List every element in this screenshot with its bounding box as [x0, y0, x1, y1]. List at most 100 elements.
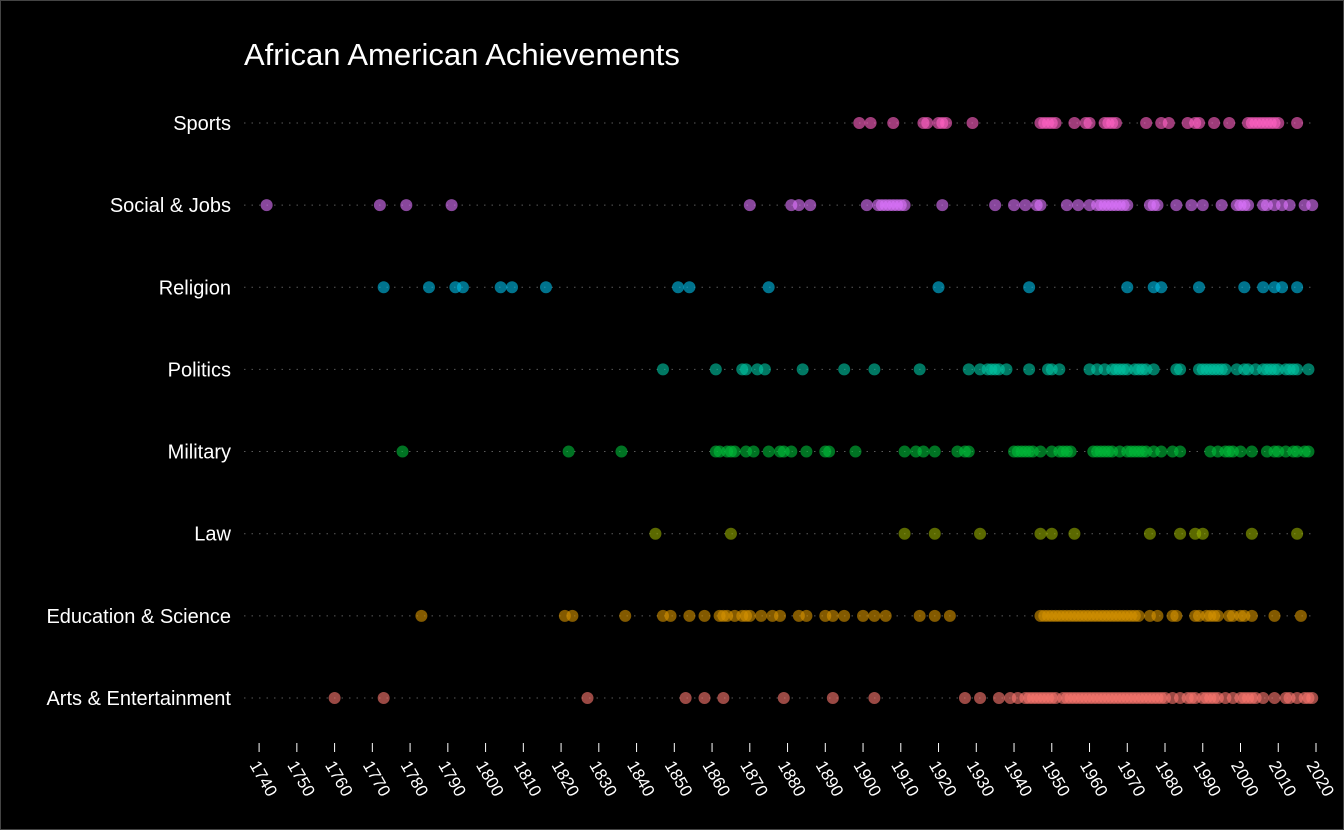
point-education-science-1892 — [826, 609, 839, 622]
point-law-1919 — [928, 527, 941, 540]
x-tick-label-1970: 1970 — [1114, 758, 1149, 800]
point-sports-1902 — [864, 117, 877, 129]
point-sports-1981 — [1162, 117, 1175, 129]
point-sports-1960 — [1083, 117, 1096, 129]
point-social-jobs-1947 — [1034, 199, 1047, 212]
point-religion-1807 — [506, 281, 518, 294]
x-tick-label-2020: 2020 — [1303, 758, 1338, 800]
x-tick-label-2010: 2010 — [1265, 758, 1300, 800]
chart-title: African American Achievements — [244, 37, 680, 72]
series-arts-entertainment — [328, 691, 1319, 704]
x-tick-label-1750: 1750 — [283, 758, 318, 800]
point-social-jobs-2019 — [1306, 199, 1319, 212]
point-law-1976 — [1143, 527, 1156, 540]
x-tick-label-1760: 1760 — [321, 758, 356, 800]
point-sports-2015 — [1291, 117, 1304, 129]
point-politics-1928 — [962, 363, 975, 376]
point-education-science-1983 — [1170, 609, 1183, 622]
point-education-science-1919 — [928, 609, 941, 622]
point-military-1947 — [1034, 445, 1047, 458]
point-law-1990 — [1196, 527, 1209, 540]
point-social-jobs-1911 — [898, 199, 911, 212]
data-points — [260, 117, 1319, 704]
point-law-1931 — [974, 527, 987, 540]
x-tick-label-1800: 1800 — [472, 758, 507, 800]
point-religion-1773 — [377, 281, 390, 294]
point-military-1885 — [800, 445, 813, 458]
point-law-2003 — [1245, 527, 1258, 540]
point-social-jobs-1943 — [1019, 199, 1032, 212]
point-social-jobs-2002 — [1242, 199, 1255, 212]
point-sports-1899 — [853, 117, 866, 129]
point-education-science-1870 — [743, 609, 756, 622]
point-law-1865 — [724, 527, 737, 540]
point-arts-entertainment-1827 — [581, 691, 594, 704]
point-social-jobs-1791 — [445, 199, 458, 212]
point-politics-1915 — [913, 363, 926, 376]
point-sports-1993 — [1208, 117, 1221, 129]
category-label-law: Law — [194, 524, 231, 546]
point-politics-1861 — [709, 363, 722, 376]
x-tick-label-1960: 1960 — [1076, 758, 1111, 800]
series-religion — [377, 281, 1304, 294]
point-religion-1816 — [539, 281, 552, 294]
point-arts-entertainment-1853 — [679, 691, 692, 704]
point-education-science-1978 — [1151, 609, 1164, 622]
point-religion-2015 — [1291, 281, 1304, 294]
point-military-2000 — [1234, 445, 1247, 458]
point-politics-2018 — [1302, 363, 1315, 376]
point-arts-entertainment-2009 — [1268, 691, 1281, 704]
x-tick-label-1930: 1930 — [963, 758, 998, 800]
point-law-1950 — [1045, 527, 1058, 540]
point-arts-entertainment-2006 — [1257, 691, 1270, 704]
point-military-1979 — [1155, 445, 1168, 458]
point-education-science-1858 — [698, 609, 711, 622]
point-sports-1956 — [1068, 117, 1081, 129]
point-religion-2006 — [1257, 281, 1270, 294]
point-arts-entertainment-1892 — [826, 691, 839, 704]
point-sports-1908 — [887, 117, 900, 129]
point-social-jobs-2013 — [1283, 199, 1296, 212]
x-tick-label-1780: 1780 — [397, 758, 432, 800]
x-tick-label-1890: 1890 — [812, 758, 847, 800]
point-social-jobs-1935 — [989, 199, 1002, 212]
category-label-sports: Sports — [173, 113, 231, 135]
point-military-1984 — [1174, 445, 1187, 458]
point-religion-1854 — [683, 281, 696, 294]
point-arts-entertainment-1858 — [698, 691, 711, 704]
point-politics-1984 — [1174, 363, 1187, 376]
x-tick-label-1830: 1830 — [585, 758, 620, 800]
x-tick-label-1880: 1880 — [774, 758, 809, 800]
x-tick-label-1790: 1790 — [434, 758, 469, 800]
point-politics-1847 — [656, 363, 669, 376]
point-education-science-2009 — [1268, 609, 1281, 622]
x-tick-label-1920: 1920 — [925, 758, 960, 800]
x-tick-label-1860: 1860 — [699, 758, 734, 800]
point-politics-1869 — [740, 363, 753, 376]
x-tick-label-1910: 1910 — [887, 758, 922, 800]
point-education-science-1854 — [683, 609, 696, 622]
x-axis: 1740 1750 1760 1770 1780 1790 1800 1810 1820 1830… — [246, 743, 1338, 800]
point-law-2015 — [1291, 527, 1304, 540]
point-politics-2015 — [1291, 363, 1304, 376]
point-politics-1977 — [1147, 363, 1160, 376]
x-tick-label-1950: 1950 — [1038, 758, 1073, 800]
point-arts-entertainment-1903 — [868, 691, 881, 704]
point-education-science-1823 — [566, 609, 579, 622]
x-tick-label-1810: 1810 — [510, 758, 545, 800]
point-education-science-2016 — [1294, 609, 1307, 622]
category-label-education-science: Education & Science — [46, 606, 231, 628]
point-law-1845 — [649, 527, 662, 540]
point-politics-1944 — [1023, 363, 1036, 376]
point-social-jobs-1990 — [1196, 199, 1209, 212]
point-politics-1996 — [1219, 363, 1232, 376]
x-tick-label-1840: 1840 — [623, 758, 658, 800]
point-sports-1975 — [1140, 117, 1153, 129]
point-arts-entertainment-1773 — [377, 691, 390, 704]
x-tick-label-1990: 1990 — [1189, 758, 1224, 800]
point-arts-entertainment-1931 — [974, 691, 987, 704]
point-social-jobs-1970 — [1121, 199, 1134, 212]
x-tick-label-1980: 1980 — [1152, 758, 1187, 800]
series-law — [649, 527, 1304, 540]
point-sports-1917 — [921, 117, 934, 129]
